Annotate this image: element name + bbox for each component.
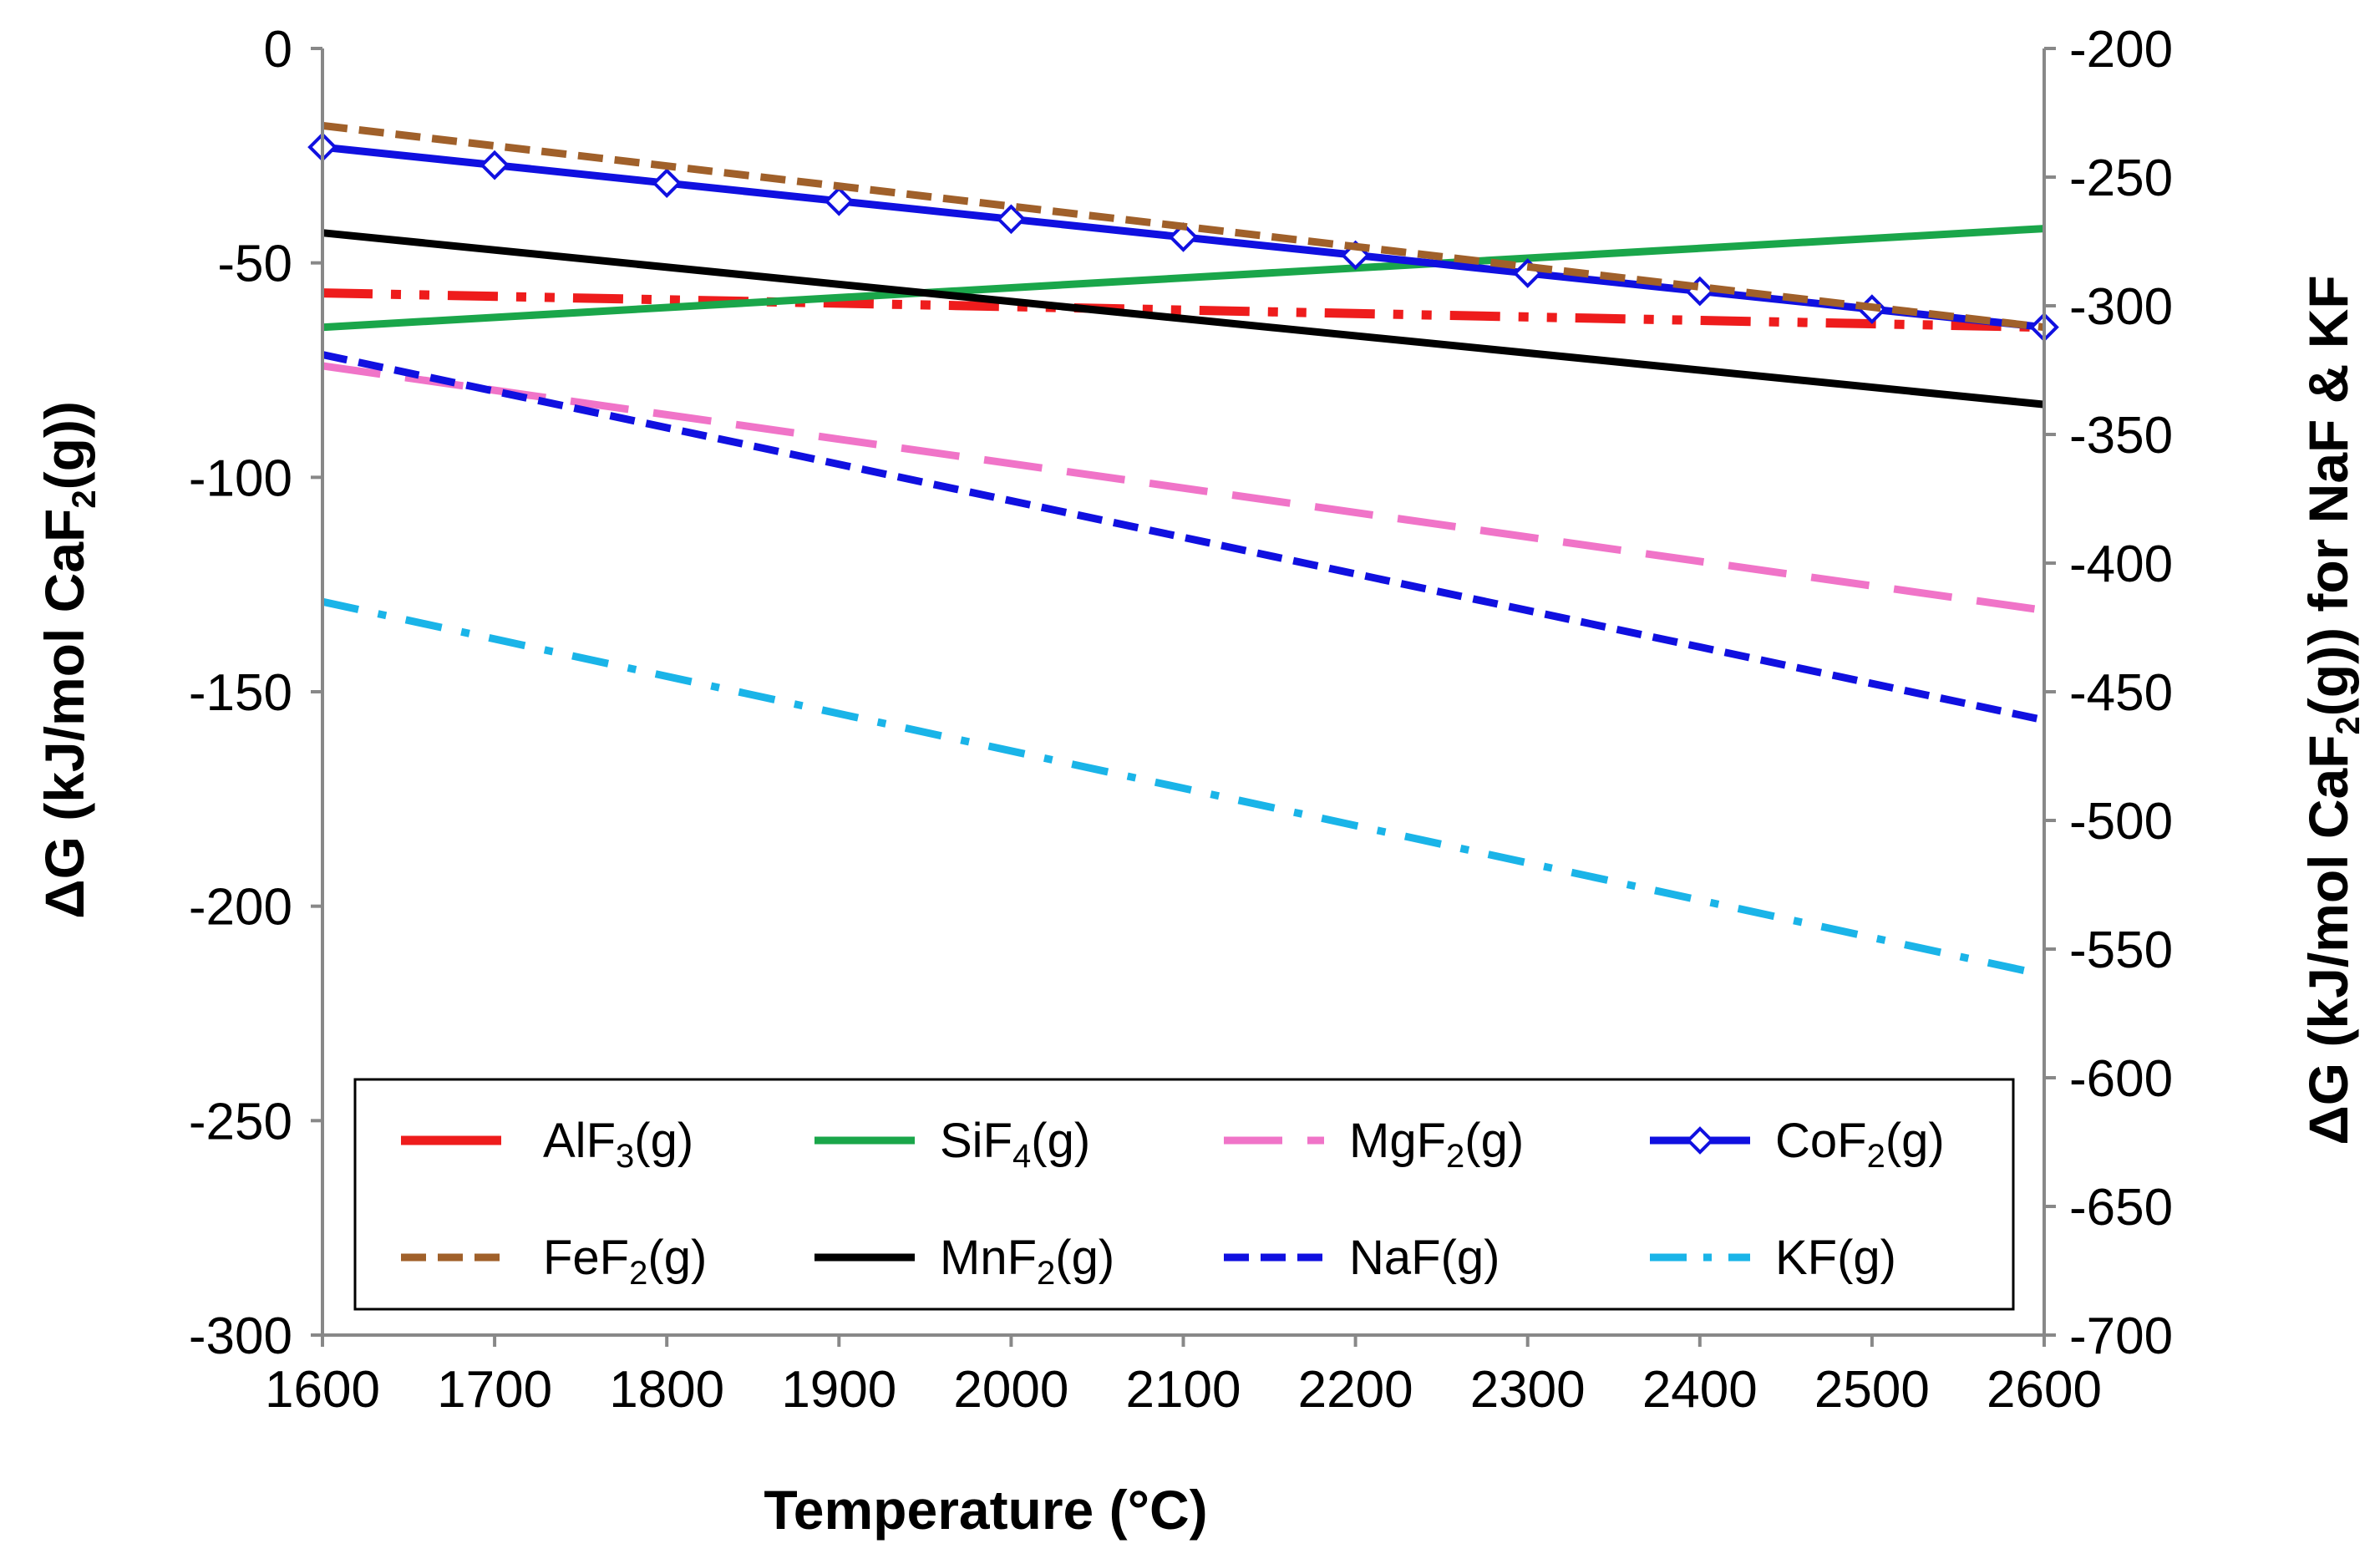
data-point-marker xyxy=(652,168,683,199)
legend-label-main: MnF xyxy=(940,1231,1037,1285)
legend-label-sub: 2 xyxy=(629,1255,647,1292)
series-line-alf3g xyxy=(322,288,2045,333)
legend-label-sub: 3 xyxy=(616,1138,634,1175)
y-tick-label-right: -500 xyxy=(2069,793,2173,851)
x-tick-label: 2300 xyxy=(1470,1361,1586,1419)
y-tick-label-left: 0 xyxy=(264,21,292,79)
x-tick-label: 1700 xyxy=(437,1361,552,1419)
legend-label: KF(g) xyxy=(1775,1231,1896,1285)
data-point-marker xyxy=(996,204,1027,235)
axes-layer: 1600 1700 1800 1900 2000 2100 2200 2300 2400 2500… xyxy=(189,21,2173,1419)
y-axis-title-right-main: ΔG (kJ/mol CaF xyxy=(2297,734,2359,1145)
legend-label-main: KF(g) xyxy=(1775,1231,1896,1285)
legend-label: MnF2(g) xyxy=(940,1231,1114,1292)
y-tick-label-left: -250 xyxy=(189,1093,292,1150)
legend-label-sub: 4 xyxy=(1012,1138,1031,1175)
data-point-marker xyxy=(480,150,510,180)
legend-label: NaF(g) xyxy=(1349,1231,1500,1285)
legend: AlF3(g) SiF4(g) MgF2(g) CoF2(g)FeF2(g) MnF2(… xyxy=(353,1078,2015,1311)
legend-marker xyxy=(1686,1126,1714,1155)
y-tick-label-right: -700 xyxy=(2069,1308,2173,1365)
series-line-fef2g xyxy=(322,121,2045,332)
legend-label-main: CoF xyxy=(1775,1114,1867,1168)
series-line-mnf2g xyxy=(322,229,2045,409)
y-axis-title-left-sub: 2 xyxy=(66,490,103,508)
y-tick-label-right: -400 xyxy=(2069,536,2173,593)
y-tick-label-right: -300 xyxy=(2069,278,2173,336)
y-axis-title-left-tail: (g)) xyxy=(33,401,95,490)
legend-label-main: FeF xyxy=(543,1231,629,1285)
y-tick-label-left: -100 xyxy=(189,449,292,507)
y-tick-label-left: -150 xyxy=(189,664,292,722)
x-tick-label: 2000 xyxy=(953,1361,1068,1419)
series-line-kfg xyxy=(322,597,2045,979)
x-tick-label: 1900 xyxy=(781,1361,896,1419)
data-point-marker xyxy=(824,185,855,216)
data-point-marker xyxy=(1168,222,1199,252)
legend-label-tail: (g) xyxy=(634,1114,693,1168)
y-tick-label-right: -550 xyxy=(2069,922,2173,979)
y-tick-label-left: -50 xyxy=(217,236,292,293)
legend-label-tail: (g) xyxy=(1055,1231,1114,1285)
legend-label-tail: (g) xyxy=(647,1231,707,1285)
legend-label: AlF3(g) xyxy=(543,1114,693,1175)
x-tick-label: 1600 xyxy=(265,1361,380,1419)
legend-label-main: NaF(g) xyxy=(1349,1231,1500,1285)
y-tick-label-left: -200 xyxy=(189,879,292,937)
legend-label: CoF2(g) xyxy=(1775,1114,1945,1175)
legend-label-tail: (g) xyxy=(1464,1114,1524,1168)
y-axis-title-left-main: ΔG (kJ/mol CaF xyxy=(33,509,95,919)
series-line-sif4g xyxy=(322,225,2045,332)
x-tick-label: 2100 xyxy=(1126,1361,1241,1419)
legend-label-sub: 2 xyxy=(1446,1138,1464,1175)
y-axis-title-right-tail: (g)) for NaF & KF xyxy=(2297,275,2359,716)
legend-label-sub: 2 xyxy=(1037,1255,1055,1292)
legend-label-sub: 2 xyxy=(1867,1138,1885,1175)
legend-label: FeF2(g) xyxy=(543,1231,707,1292)
y-tick-label-right: -350 xyxy=(2069,407,2173,465)
y-axis-title-left: ΔG (kJ/mol CaF2(g)) xyxy=(33,401,103,919)
y-tick-label-right: -250 xyxy=(2069,150,2173,207)
y-tick-label-left: -300 xyxy=(189,1308,292,1365)
y-axis-title-right-sub: 2 xyxy=(2330,716,2367,734)
y-axis-title-right: ΔG (kJ/mol CaF2(g)) for NaF & KF xyxy=(2297,275,2367,1145)
series-layer xyxy=(307,121,2059,979)
x-tick-label: 1800 xyxy=(609,1361,724,1419)
x-tick-label: 2400 xyxy=(1642,1361,1758,1419)
y-tick-label-right: -650 xyxy=(2069,1179,2173,1236)
x-tick-label: 2200 xyxy=(1298,1361,1413,1419)
legend-label-main: SiF xyxy=(940,1114,1012,1168)
y-tick-label-right: -450 xyxy=(2069,664,2173,722)
legend-label-main: AlF xyxy=(543,1114,616,1168)
legend-box xyxy=(353,1078,2015,1311)
legend-label-tail: (g) xyxy=(1885,1114,1945,1168)
x-tick-label: 2500 xyxy=(1814,1361,1930,1419)
legend-label: SiF4(g) xyxy=(940,1114,1090,1175)
y-tick-label-right: -600 xyxy=(2069,1050,2173,1108)
series-line-mgf2g xyxy=(322,362,2045,614)
x-axis-title: Temperature (°C) xyxy=(764,1479,1207,1541)
series-line-nafg xyxy=(322,351,2045,724)
x-tick-label: 2600 xyxy=(1987,1361,2102,1419)
legend-label-main: MgF xyxy=(1349,1114,1446,1168)
legend-label-tail: (g) xyxy=(1031,1114,1090,1168)
legend-label: MgF2(g) xyxy=(1349,1114,1524,1175)
y-tick-label-right: -200 xyxy=(2069,21,2173,79)
